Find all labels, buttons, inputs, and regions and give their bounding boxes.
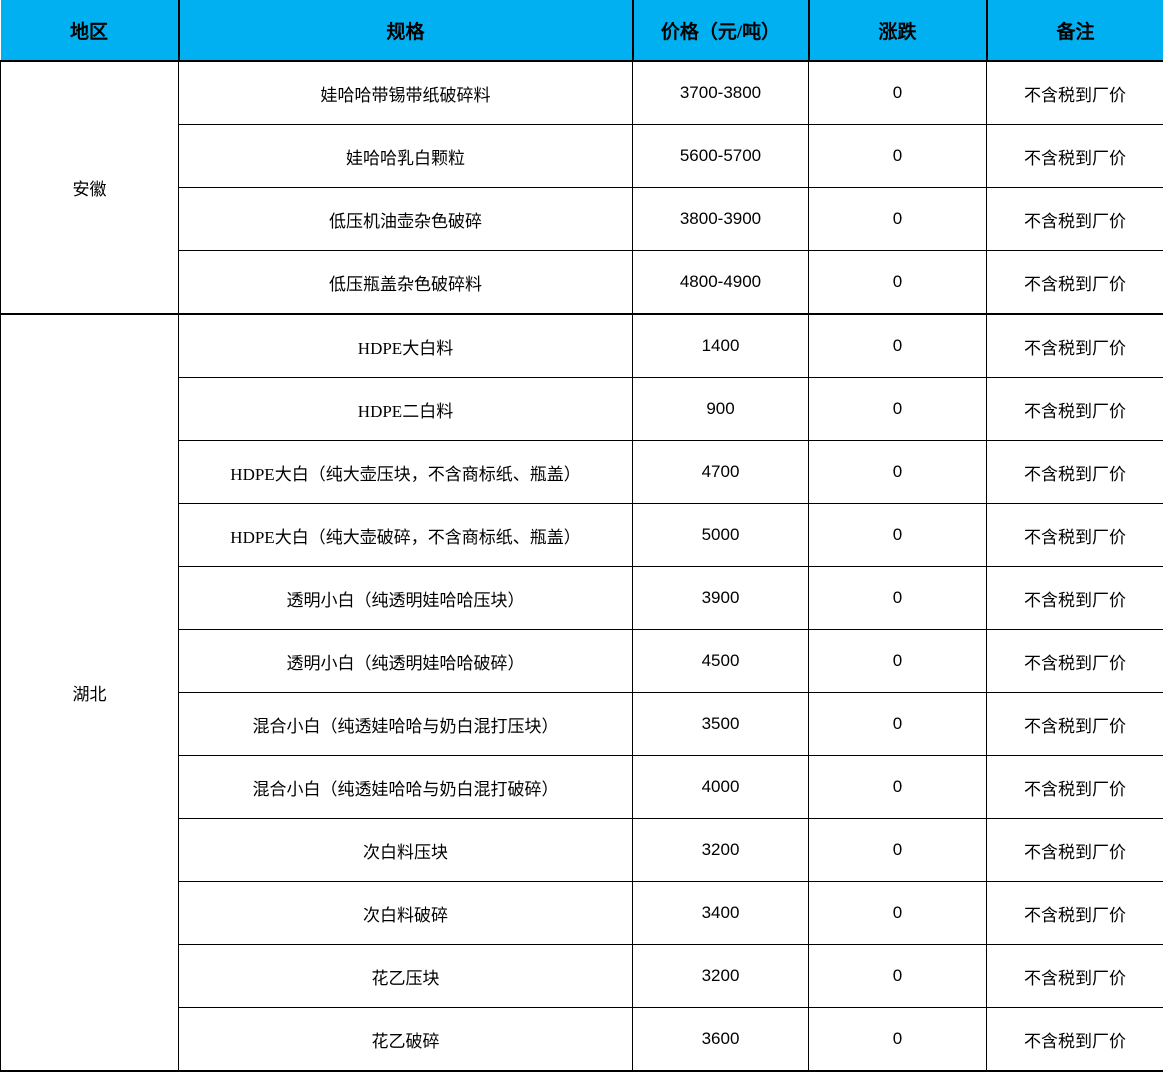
table-row: HDPE大白（纯大壶压块，不含商标纸、瓶盖） 4700 0 不含税到厂价 xyxy=(1,440,1163,504)
price-cell: 4700 xyxy=(632,440,809,504)
table-body: 安徽 娃哈哈带锡带纸破碎料 3700-3800 0 不含税到厂价 娃哈哈乳白颗粒 5600-… xyxy=(0,60,1163,1072)
spec-cell: 透明小白（纯透明娃哈哈破碎） xyxy=(178,629,633,693)
table-row: 花乙压块 3200 0 不含税到厂价 xyxy=(1,944,1163,1008)
price-cell: 1400 xyxy=(632,313,809,378)
note-cell: 不含税到厂价 xyxy=(986,187,1163,251)
price-cell: 5000 xyxy=(632,503,809,567)
table-row: 混合小白（纯透娃哈哈与奶白混打破碎） 4000 0 不含税到厂价 xyxy=(1,755,1163,819)
table-row: 低压机油壶杂色破碎 3800-3900 0 不含税到厂价 xyxy=(1,187,1163,251)
change-cell: 0 xyxy=(808,377,987,441)
note-cell: 不含税到厂价 xyxy=(986,440,1163,504)
note-cell: 不含税到厂价 xyxy=(986,503,1163,567)
spec-cell: 次白料压块 xyxy=(178,818,633,882)
spec-cell: HDPE大白（纯大壶破碎，不含商标纸、瓶盖） xyxy=(178,503,633,567)
spec-cell: 低压瓶盖杂色破碎料 xyxy=(178,250,633,315)
table-row: 次白料破碎 3400 0 不含税到厂价 xyxy=(1,881,1163,945)
price-cell: 3800-3900 xyxy=(632,187,809,251)
note-cell: 不含税到厂价 xyxy=(986,818,1163,882)
column-header-region: 地区 xyxy=(0,0,180,62)
table-row: HDPE二白料 900 0 不含税到厂价 xyxy=(1,377,1163,441)
note-cell: 不含税到厂价 xyxy=(986,60,1163,125)
table-row: HDPE大白（纯大壶破碎，不含商标纸、瓶盖） 5000 0 不含税到厂价 xyxy=(1,503,1163,567)
column-header-price: 价格（元/吨） xyxy=(631,0,810,62)
note-cell: 不含税到厂价 xyxy=(986,692,1163,756)
price-cell: 3200 xyxy=(632,944,809,1008)
table-row: 透明小白（纯透明娃哈哈破碎） 4500 0 不含税到厂价 xyxy=(1,629,1163,693)
spec-cell: 混合小白（纯透娃哈哈与奶白混打压块） xyxy=(178,692,633,756)
table-row: 湖北 HDPE大白料 1400 0 不含税到厂价 xyxy=(0,313,1163,1072)
change-cell: 0 xyxy=(808,1007,987,1072)
change-cell: 0 xyxy=(808,503,987,567)
spec-cell: HDPE二白料 xyxy=(178,377,633,441)
column-header-change: 涨跌 xyxy=(807,0,988,62)
change-cell: 0 xyxy=(808,440,987,504)
change-cell: 0 xyxy=(808,187,987,251)
change-cell: 0 xyxy=(808,944,987,1008)
price-cell: 4500 xyxy=(632,629,809,693)
price-cell: 4000 xyxy=(632,755,809,819)
price-cell: 5600-5700 xyxy=(632,124,809,188)
table-row: 花乙破碎 3600 0 不含税到厂价 xyxy=(1,1007,1163,1072)
change-cell: 0 xyxy=(808,881,987,945)
spec-cell: 低压机油壶杂色破碎 xyxy=(178,187,633,251)
spec-cell: 花乙压块 xyxy=(178,944,633,1008)
change-cell: 0 xyxy=(808,566,987,630)
note-cell: 不含税到厂价 xyxy=(986,313,1163,378)
spec-cell: HDPE大白料 xyxy=(178,313,633,378)
note-cell: 不含税到厂价 xyxy=(986,124,1163,188)
note-cell: 不含税到厂价 xyxy=(986,1007,1163,1072)
note-cell: 不含税到厂价 xyxy=(986,377,1163,441)
change-cell: 0 xyxy=(808,692,987,756)
price-cell: 3900 xyxy=(632,566,809,630)
spec-cell: HDPE大白（纯大壶压块，不含商标纸、瓶盖） xyxy=(178,440,633,504)
region-cell: 安徽 xyxy=(0,60,179,315)
table-row: 混合小白（纯透娃哈哈与奶白混打压块） 3500 0 不含税到厂价 xyxy=(1,692,1163,756)
region-cell: 湖北 xyxy=(0,313,179,1072)
spec-cell: 次白料破碎 xyxy=(178,881,633,945)
note-cell: 不含税到厂价 xyxy=(986,250,1163,315)
note-cell: 不含税到厂价 xyxy=(986,944,1163,1008)
spec-cell: 娃哈哈带锡带纸破碎料 xyxy=(178,60,633,125)
table-row: 娃哈哈乳白颗粒 5600-5700 0 不含税到厂价 xyxy=(1,124,1163,188)
note-cell: 不含税到厂价 xyxy=(986,629,1163,693)
price-cell: 4800-4900 xyxy=(632,250,809,315)
price-cell: 900 xyxy=(632,377,809,441)
note-cell: 不含税到厂价 xyxy=(986,755,1163,819)
spec-cell: 混合小白（纯透娃哈哈与奶白混打破碎） xyxy=(178,755,633,819)
spec-cell: 花乙破碎 xyxy=(178,1007,633,1072)
change-cell: 0 xyxy=(808,250,987,315)
column-header-spec: 规格 xyxy=(177,0,634,62)
table-row: 透明小白（纯透明娃哈哈压块） 3900 0 不含税到厂价 xyxy=(1,566,1163,630)
change-cell: 0 xyxy=(808,313,987,378)
spec-cell: 透明小白（纯透明娃哈哈压块） xyxy=(178,566,633,630)
change-cell: 0 xyxy=(808,60,987,125)
header-row: 地区 规格 价格（元/吨） 涨跌 备注 xyxy=(0,0,1163,62)
note-cell: 不含税到厂价 xyxy=(986,881,1163,945)
note-cell: 不含税到厂价 xyxy=(986,566,1163,630)
change-cell: 0 xyxy=(808,818,987,882)
price-cell: 3700-3800 xyxy=(632,60,809,125)
price-cell: 3500 xyxy=(632,692,809,756)
price-cell: 3600 xyxy=(632,1007,809,1072)
change-cell: 0 xyxy=(808,629,987,693)
spec-cell: 娃哈哈乳白颗粒 xyxy=(178,124,633,188)
table-row: 次白料压块 3200 0 不含税到厂价 xyxy=(1,818,1163,882)
price-cell: 3400 xyxy=(632,881,809,945)
table-header: 地区 规格 价格（元/吨） 涨跌 备注 xyxy=(0,0,1163,62)
change-cell: 0 xyxy=(808,755,987,819)
price-cell: 3200 xyxy=(632,818,809,882)
column-header-note: 备注 xyxy=(985,0,1163,62)
change-cell: 0 xyxy=(808,124,987,188)
table-row: 低压瓶盖杂色破碎料 4800-4900 0 不含税到厂价 xyxy=(1,250,1163,315)
table-row: 安徽 娃哈哈带锡带纸破碎料 3700-3800 0 不含税到厂价 xyxy=(0,60,1163,315)
